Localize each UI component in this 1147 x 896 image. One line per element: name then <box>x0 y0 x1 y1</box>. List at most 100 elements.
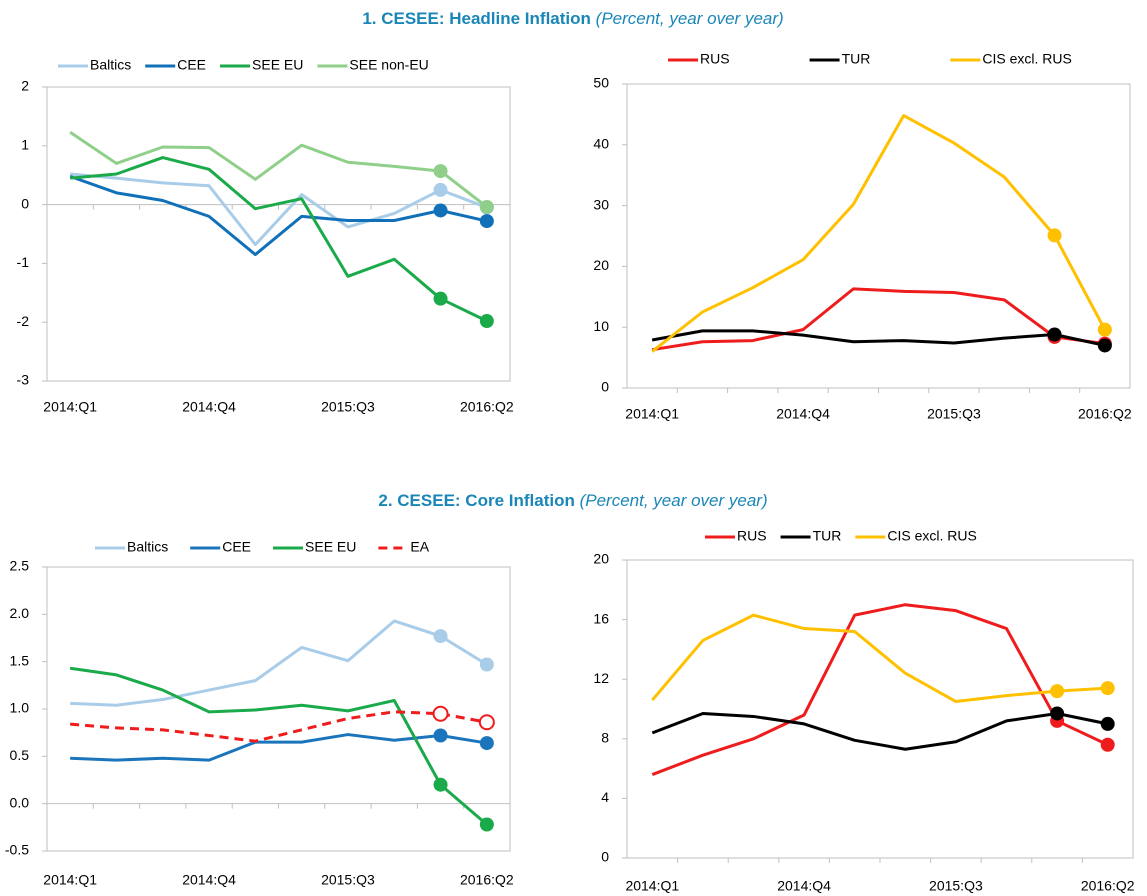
section-title-main: 2. CESEE: Core Inflation <box>378 491 574 510</box>
y-tick-label: 1.5 <box>10 652 30 668</box>
y-tick-label: 50 <box>593 75 609 91</box>
point-marker <box>433 777 448 792</box>
legend-label: SEE EU <box>305 539 356 555</box>
point-marker <box>1100 681 1115 696</box>
series-line <box>651 711 1109 751</box>
x-tick-label: 2014:Q4 <box>777 878 831 894</box>
section-subtitle: (Percent, year over year) <box>580 491 768 510</box>
x-tick-label: 2016:Q2 <box>460 872 514 888</box>
legend-label: CIS excl. RUS <box>982 51 1071 67</box>
point-marker <box>479 817 494 832</box>
y-tick-label: -3 <box>17 372 30 388</box>
y-tick-label: 2 <box>21 78 29 94</box>
series-line <box>651 603 1109 776</box>
legend-label: EA <box>410 539 429 555</box>
legend-label: Baltics <box>90 57 131 73</box>
point-marker <box>433 203 448 218</box>
y-tick-label: 0.0 <box>10 794 30 810</box>
plot-frame <box>46 86 511 382</box>
y-tick-label: -0.5 <box>5 842 29 858</box>
y-tick-label: 2.0 <box>10 605 30 621</box>
legend-label: TUR <box>842 51 871 67</box>
legend-label: CEE <box>177 57 206 73</box>
point-marker <box>433 182 448 197</box>
point-marker <box>433 629 448 644</box>
series-line <box>70 156 488 323</box>
y-tick-label: 16 <box>593 610 609 626</box>
series-line <box>69 174 488 257</box>
series-line <box>70 733 488 762</box>
section-title: 2. CESEE: Core Inflation (Percent, year … <box>378 491 767 510</box>
point-marker <box>1050 684 1065 699</box>
legend-label: CEE <box>222 539 251 555</box>
series-line <box>70 619 488 707</box>
series-line <box>651 114 1107 353</box>
x-tick-label: 2015:Q3 <box>927 406 981 422</box>
series-line <box>69 666 488 826</box>
point-marker <box>433 164 448 179</box>
point-marker <box>1100 737 1115 752</box>
y-tick-label: 1.0 <box>10 700 30 716</box>
y-tick-label: -1 <box>17 254 30 270</box>
x-tick-label: 2015:Q3 <box>321 399 375 415</box>
x-tick-label: 2015:Q3 <box>321 872 375 888</box>
x-tick-label: 2014:Q1 <box>625 878 679 894</box>
y-tick-label: 0.5 <box>10 747 30 763</box>
series-line <box>70 172 488 247</box>
point-marker <box>1047 228 1062 243</box>
x-tick-label: 2014:Q4 <box>776 406 830 422</box>
y-tick-label: 30 <box>593 196 609 212</box>
point-marker <box>1047 327 1062 342</box>
point-marker <box>1100 716 1115 731</box>
series-line <box>70 710 488 743</box>
series-line <box>69 131 488 209</box>
y-tick-label: 0 <box>601 379 609 395</box>
point-marker <box>433 728 448 743</box>
point-marker <box>479 199 494 214</box>
point-marker <box>1050 706 1065 721</box>
point-marker <box>432 705 449 722</box>
point-marker <box>479 214 494 229</box>
point-marker <box>478 714 495 731</box>
x-tick-label: 2016:Q2 <box>1081 878 1135 894</box>
y-tick-label: 10 <box>593 318 609 334</box>
point-marker <box>479 314 494 329</box>
point-marker <box>479 657 494 672</box>
y-tick-label: 0 <box>601 849 609 865</box>
y-tick-label: 20 <box>593 257 609 273</box>
point-marker <box>1097 338 1112 353</box>
y-tick-label: 0 <box>21 195 29 211</box>
y-tick-label: 40 <box>593 136 609 152</box>
section-subtitle: (Percent, year over year) <box>596 9 784 28</box>
point-marker <box>1097 322 1112 337</box>
x-tick-label: 2014:Q1 <box>43 399 97 415</box>
x-tick-label: 2015:Q3 <box>929 878 983 894</box>
legend-label: RUS <box>737 528 767 544</box>
y-tick-label: 8 <box>601 730 609 746</box>
series-line <box>651 329 1106 347</box>
y-tick-label: 12 <box>593 670 609 686</box>
legend-label: RUS <box>700 51 730 67</box>
x-tick-label: 2014:Q4 <box>182 399 236 415</box>
x-tick-label: 2016:Q2 <box>460 399 514 415</box>
y-tick-label: 4 <box>601 789 609 805</box>
point-marker <box>433 291 448 306</box>
y-tick-label: 1 <box>21 137 29 153</box>
y-tick-label: -2 <box>17 313 30 329</box>
point-marker <box>479 736 494 751</box>
legend-label: CIS excl. RUS <box>887 528 976 544</box>
legend-label: TUR <box>813 528 842 544</box>
legend-label: SEE non-EU <box>349 57 428 73</box>
x-tick-label: 2016:Q2 <box>1078 406 1132 422</box>
legend-label: Baltics <box>127 539 168 555</box>
x-tick-label: 2014:Q1 <box>43 872 97 888</box>
y-tick-label: 2.5 <box>10 558 30 574</box>
legend-label: SEE EU <box>252 57 303 73</box>
section-title-main: 1. CESEE: Headline Inflation <box>362 9 591 28</box>
x-tick-label: 2014:Q4 <box>182 872 236 888</box>
series-line <box>651 613 1108 704</box>
y-tick-label: 20 <box>593 551 609 567</box>
section-title: 1. CESEE: Headline Inflation (Percent, y… <box>362 9 783 28</box>
x-tick-label: 2014:Q1 <box>625 406 679 422</box>
